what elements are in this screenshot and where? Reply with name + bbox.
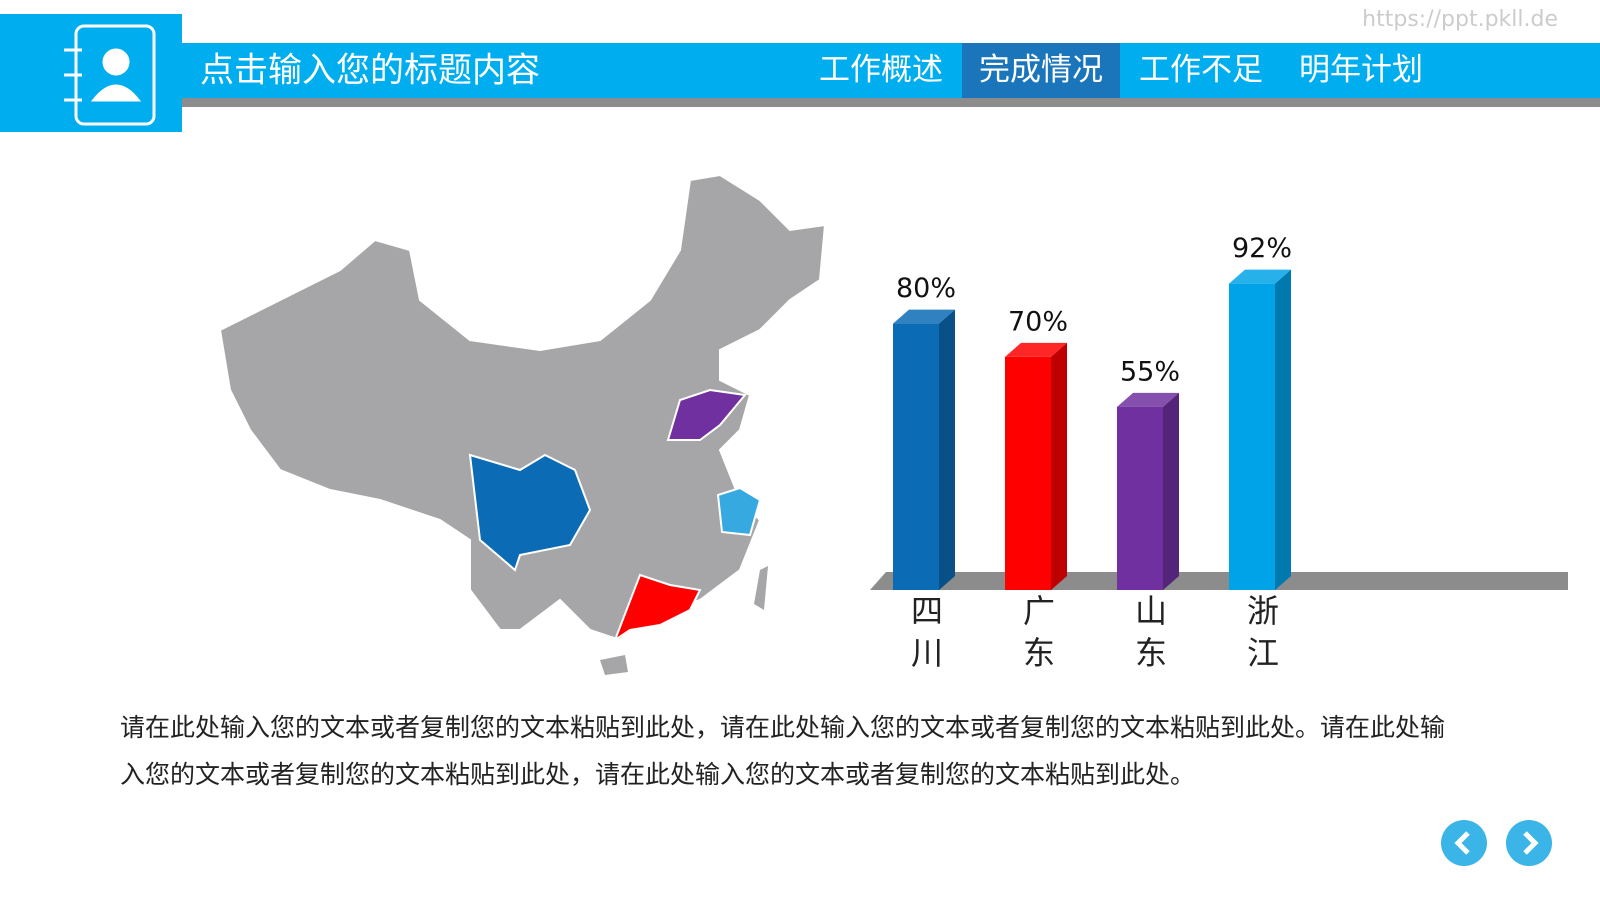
- nav-tab[interactable]: 工作不足: [1139, 52, 1263, 88]
- contact-icon: [64, 24, 156, 126]
- watermark: https://ppt.pkll.de: [1362, 7, 1558, 32]
- bar-side-shade: [1275, 269, 1291, 590]
- bar-side: [1275, 269, 1291, 590]
- bar: [1229, 283, 1275, 590]
- category-label: 广东: [1018, 594, 1056, 678]
- header-underline: [182, 98, 1600, 107]
- bar-side-shade: [939, 309, 955, 590]
- bar-side-shade: [1051, 342, 1067, 590]
- value-label: 92%: [1232, 233, 1292, 264]
- category-label: 四川: [906, 594, 944, 678]
- bar-top: [1005, 342, 1067, 357]
- body-text: 请在此处输入您的文本或者复制您的文本粘贴到此处，请在此处输入您的文本或者复制您的…: [120, 713, 1446, 789]
- value-label: 80%: [896, 273, 956, 304]
- logo-box: [0, 14, 182, 132]
- bar-top: [893, 309, 955, 324]
- nav-tab[interactable]: 完成情况: [962, 43, 1120, 98]
- nav-tab[interactable]: 明年计划: [1299, 52, 1423, 88]
- bar: [893, 323, 939, 590]
- next-icon: [1523, 831, 1539, 855]
- header-bar: [182, 43, 1600, 98]
- category-label: 山东: [1130, 594, 1168, 678]
- prev-button[interactable]: [1441, 820, 1487, 866]
- category-label: 浙江: [1242, 594, 1280, 678]
- bar: [1005, 356, 1051, 590]
- bar-top: [1117, 392, 1179, 407]
- china-map: [218, 173, 827, 675]
- bar-side: [1051, 342, 1067, 590]
- bar-side: [1163, 392, 1179, 590]
- slide-title: 点击输入您的标题内容: [200, 51, 540, 91]
- bar: [1117, 406, 1163, 590]
- bar-side-shade: [1163, 392, 1179, 590]
- nav-tab[interactable]: 工作概述: [819, 52, 943, 88]
- value-label: 70%: [1008, 306, 1068, 337]
- value-label: 55%: [1120, 356, 1180, 387]
- bar-side: [939, 309, 955, 590]
- prev-icon: [1454, 831, 1470, 855]
- chart-floor: [870, 572, 1568, 590]
- next-button[interactable]: [1506, 820, 1552, 866]
- bar-top: [1229, 269, 1291, 284]
